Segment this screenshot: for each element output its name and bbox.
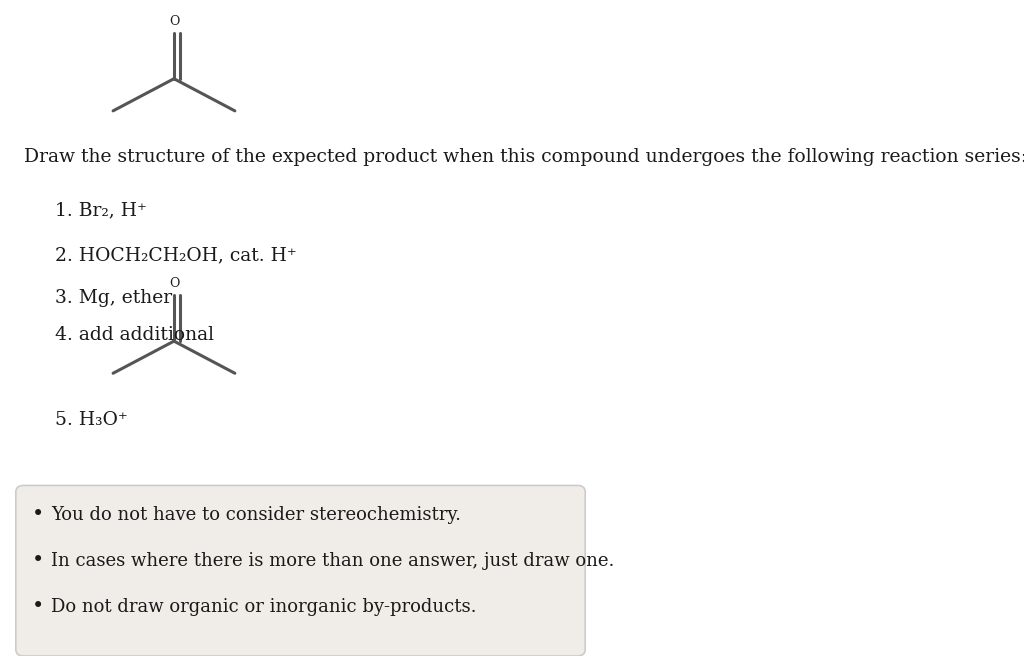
Text: 4. add additional: 4. add additional	[55, 325, 214, 344]
Text: Draw the structure of the expected product when this compound undergoes the foll: Draw the structure of the expected produ…	[24, 148, 1024, 167]
Text: 2. HOCH₂CH₂OH, cat. H⁺: 2. HOCH₂CH₂OH, cat. H⁺	[55, 247, 297, 265]
Text: You do not have to consider stereochemistry.: You do not have to consider stereochemis…	[51, 506, 462, 524]
Text: •: •	[32, 552, 44, 570]
Text: •: •	[32, 598, 44, 616]
Text: O: O	[169, 14, 179, 28]
Text: 1. Br₂, H⁺: 1. Br₂, H⁺	[55, 201, 147, 219]
Text: •: •	[32, 506, 44, 524]
Text: In cases where there is more than one answer, just draw one.: In cases where there is more than one an…	[51, 552, 614, 570]
Text: Do not draw organic or inorganic by-products.: Do not draw organic or inorganic by-prod…	[51, 598, 477, 616]
Text: 5. H₃O⁺: 5. H₃O⁺	[55, 411, 128, 429]
Text: O: O	[169, 277, 179, 290]
Text: 3. Mg, ether: 3. Mg, ether	[55, 289, 172, 308]
FancyBboxPatch shape	[15, 485, 585, 656]
